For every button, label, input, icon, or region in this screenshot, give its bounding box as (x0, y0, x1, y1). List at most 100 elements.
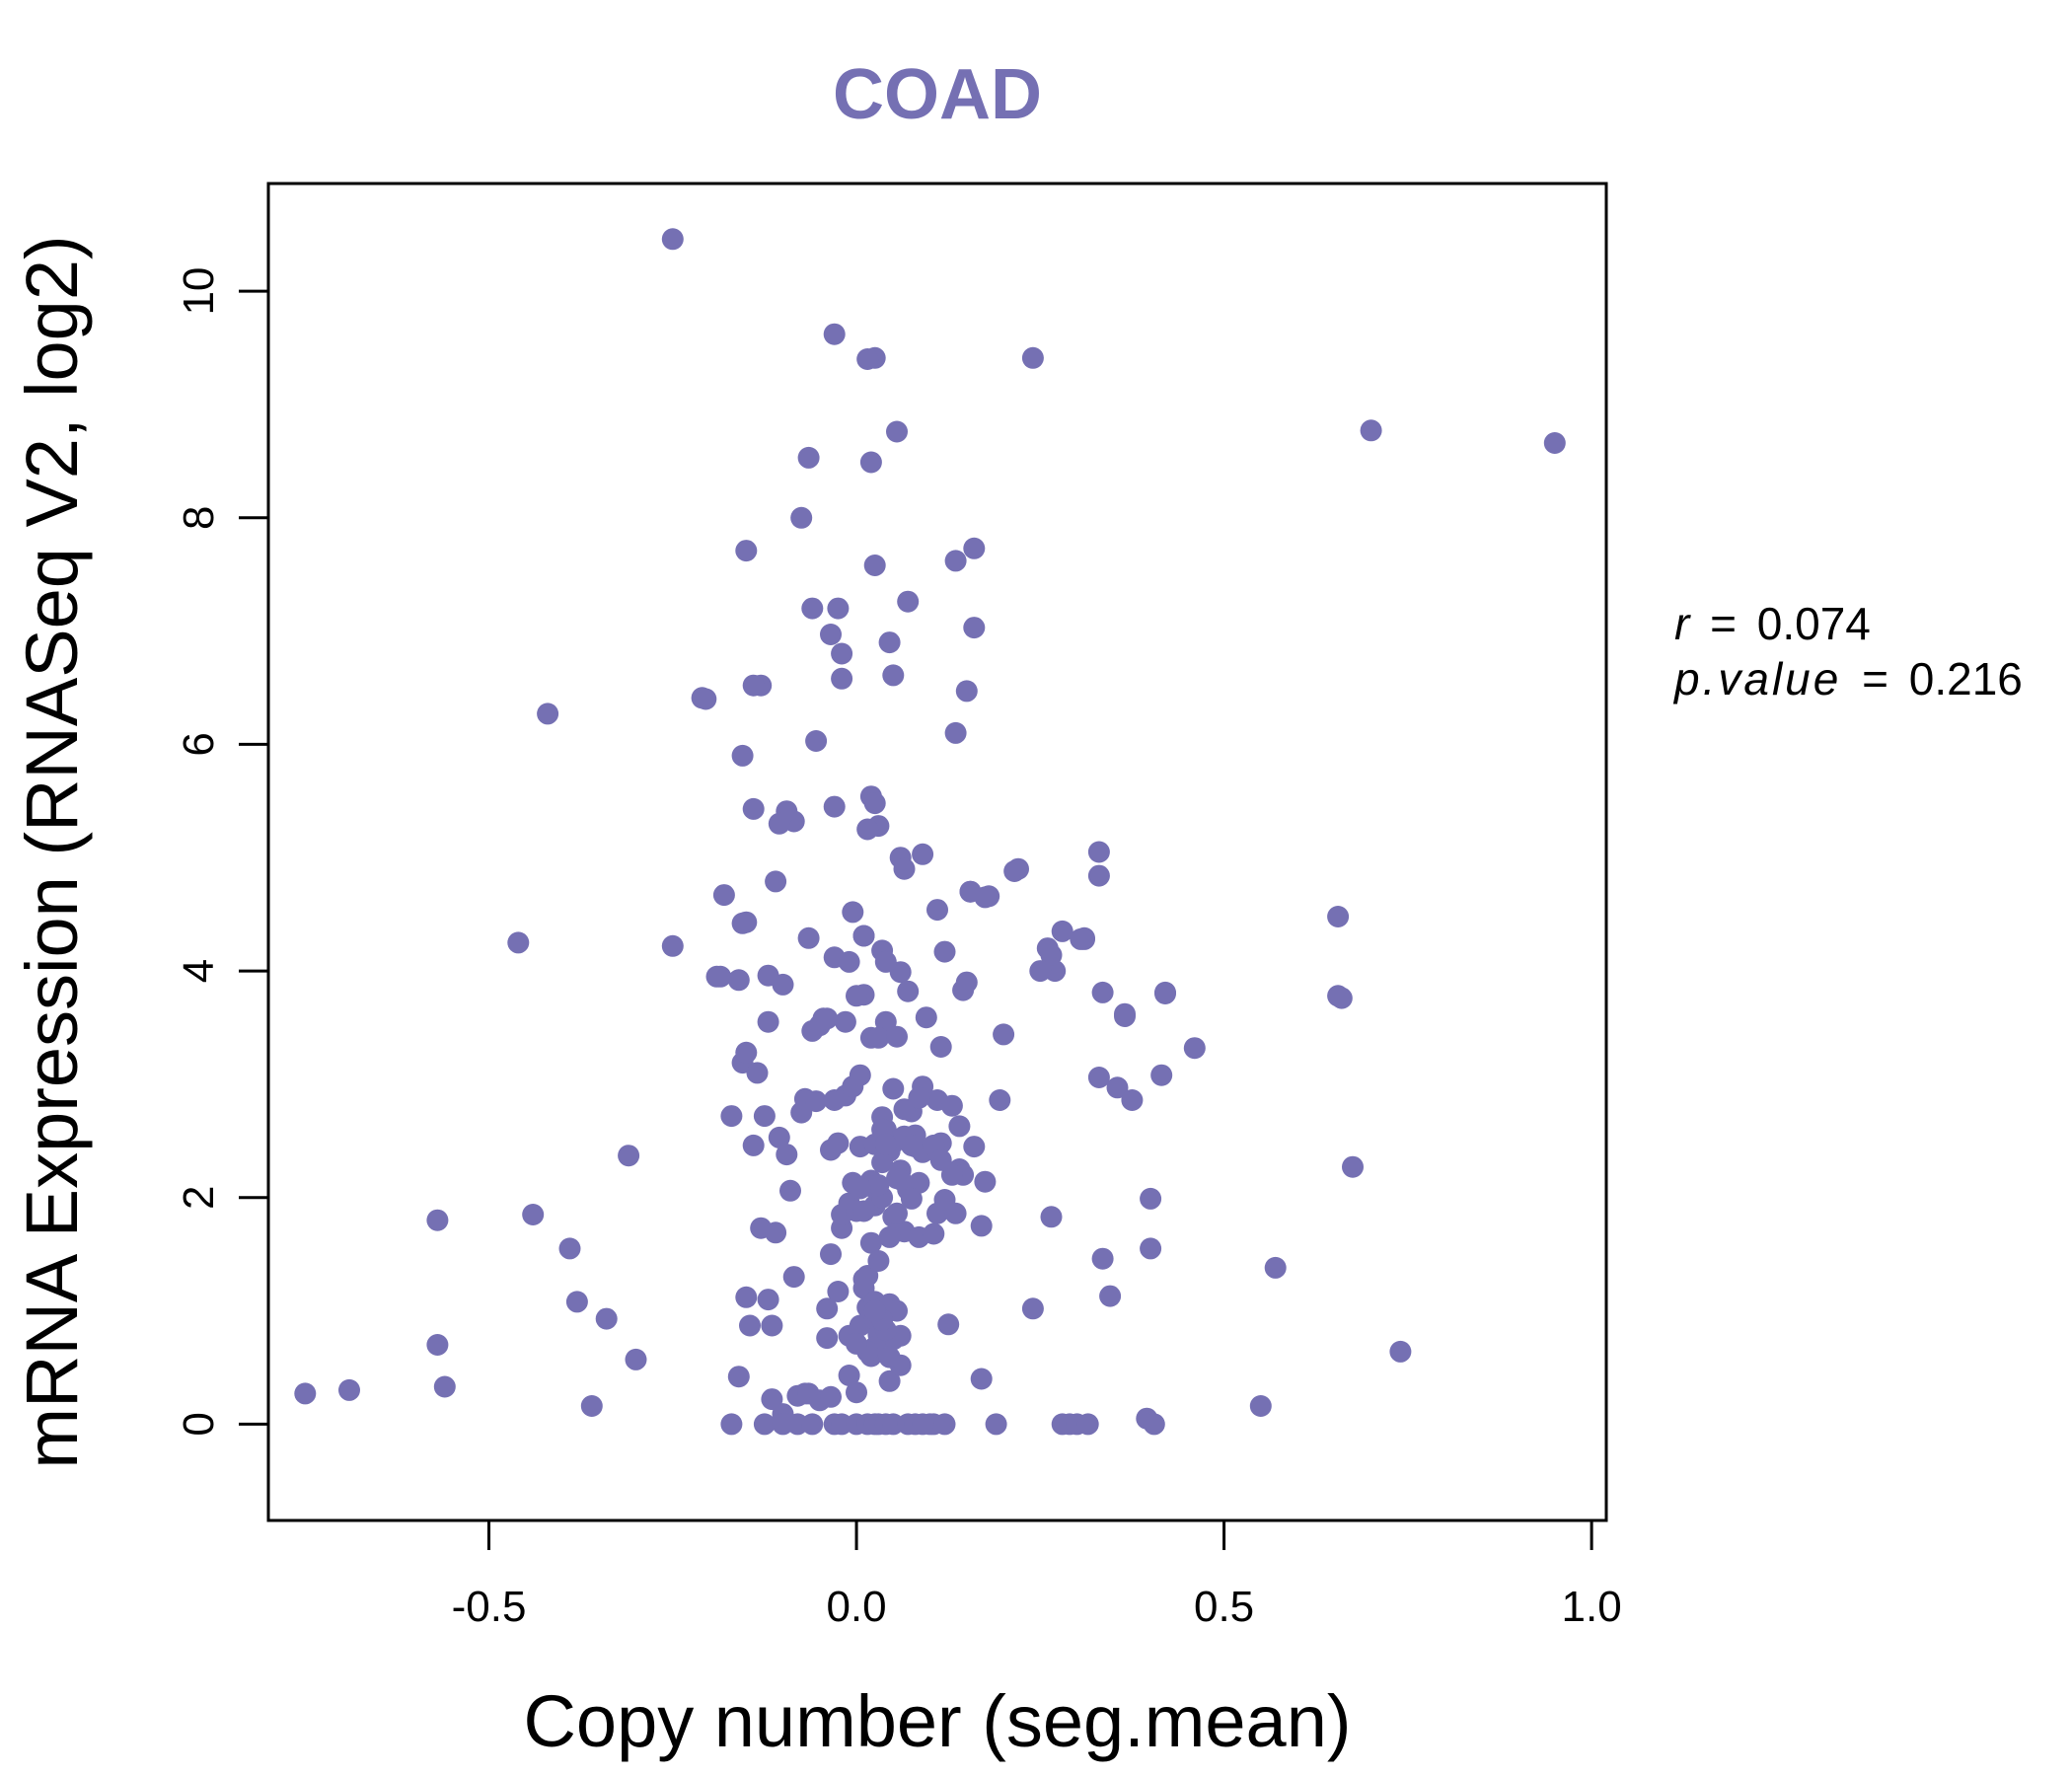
data-point (963, 537, 986, 559)
p-value-label: p.value (1672, 653, 1841, 704)
data-point (900, 1187, 923, 1210)
data-point (801, 597, 824, 620)
data-point (878, 1346, 901, 1369)
data-point (742, 797, 765, 820)
y-tick-label: 8 (175, 506, 223, 530)
data-point (831, 667, 853, 690)
data-point (933, 1189, 956, 1211)
data-point (426, 1209, 449, 1231)
data-point (940, 1094, 963, 1117)
data-point (1021, 1297, 1044, 1320)
data-point (522, 1204, 545, 1225)
data-point (816, 1007, 839, 1030)
data-point (1091, 1247, 1114, 1270)
data-point (831, 642, 853, 665)
data-point (790, 506, 813, 529)
x-tick-label: -0.5 (452, 1583, 527, 1631)
data-point (948, 1115, 971, 1138)
data-point (820, 1385, 842, 1408)
data-point (1154, 983, 1176, 1004)
data-point (878, 631, 901, 654)
y-tick-label: 2 (175, 1185, 223, 1209)
data-point (426, 1334, 449, 1356)
data-point (867, 1026, 890, 1049)
data-point (797, 446, 820, 469)
data-point (753, 1413, 776, 1436)
data-point (768, 1126, 790, 1148)
y-tick-label: 10 (175, 267, 223, 316)
data-point (507, 931, 530, 954)
data-point (838, 950, 860, 973)
data-point (871, 1151, 894, 1174)
data-point (874, 950, 897, 973)
data-point (955, 680, 978, 703)
data-point (1087, 841, 1110, 863)
y-axis: 0 2 4 6 8 10 (175, 267, 270, 1437)
data-point (940, 1163, 963, 1186)
data-point (846, 1381, 867, 1404)
data-point (838, 1365, 860, 1386)
data-point (1114, 1002, 1136, 1025)
data-point (820, 624, 842, 645)
data-point (1543, 432, 1566, 454)
data-point (537, 703, 559, 725)
r-stat-line: r = 0.074 (1674, 598, 1871, 649)
data-point (929, 1148, 952, 1171)
data-point (735, 540, 758, 562)
data-point (933, 1413, 956, 1436)
data-point (974, 1170, 997, 1193)
data-point (757, 1010, 779, 1033)
data-point (1040, 1206, 1063, 1228)
r-equals: = (1710, 598, 1737, 649)
data-point (618, 1145, 640, 1167)
data-point (852, 925, 875, 947)
data-point (874, 1133, 897, 1155)
data-point (900, 1134, 923, 1156)
data-point (963, 617, 986, 639)
data-point (993, 1023, 1015, 1046)
r-label: r (1674, 598, 1691, 649)
data-point (849, 1177, 871, 1200)
x-tick-label: 0.5 (1194, 1583, 1254, 1631)
data-point (720, 1413, 743, 1436)
data-point (846, 1332, 867, 1355)
data-point (709, 965, 732, 988)
data-point (882, 664, 905, 687)
data-point (856, 818, 879, 841)
data-point (1389, 1340, 1412, 1363)
r-value: 0.074 (1757, 598, 1871, 649)
data-point (1327, 985, 1350, 1007)
y-tick-label: 0 (175, 1412, 223, 1436)
data-point (338, 1378, 360, 1401)
data-point (944, 721, 967, 744)
data-point (1140, 1187, 1162, 1210)
data-point (893, 1098, 916, 1121)
data-point (863, 1299, 886, 1322)
data-point (1070, 927, 1092, 950)
data-point (867, 1250, 890, 1272)
data-point (801, 1413, 824, 1436)
data-point (1099, 1285, 1122, 1307)
data-point (937, 1313, 960, 1336)
data-point (989, 1089, 1011, 1111)
data-point (970, 1215, 993, 1237)
p-value-number: 0.216 (1909, 653, 2023, 704)
data-point (886, 1025, 908, 1048)
data-point (842, 901, 864, 924)
y-tick-label: 6 (175, 732, 223, 756)
data-point (761, 1388, 783, 1411)
data-point (929, 1036, 952, 1058)
data-point (889, 1168, 912, 1191)
data-point (912, 843, 934, 865)
data-point (1106, 1076, 1129, 1099)
data-point (797, 926, 820, 949)
data-point (1029, 960, 1052, 983)
p-value-stat-line: p.value = 0.216 (1672, 653, 2023, 704)
data-point (595, 1307, 618, 1330)
data-point (746, 1062, 769, 1084)
data-point (834, 1010, 856, 1033)
data-point (731, 912, 754, 934)
data-point (1087, 864, 1110, 887)
data-point (712, 884, 735, 907)
data-point (985, 1413, 1007, 1436)
